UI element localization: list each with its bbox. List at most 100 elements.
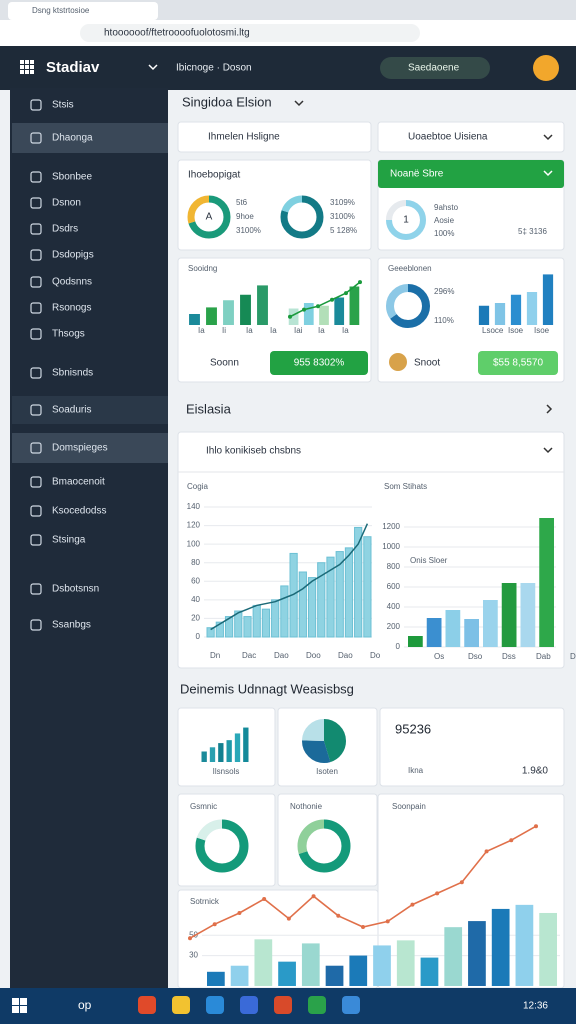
line-point (534, 824, 538, 829)
chart-subtitle: Onis Sloer (410, 556, 448, 565)
x-label: Do (370, 651, 381, 660)
bar (207, 971, 225, 986)
donut-segment (280, 195, 324, 239)
kpi-side: 1.9&0 (522, 766, 549, 777)
chevron (543, 134, 553, 141)
bar (218, 743, 224, 762)
logo: Stadiav (46, 59, 100, 76)
app-icon (240, 996, 258, 1014)
section-title: Singidoa Elsion (182, 94, 272, 109)
tab-title[interactable]: Dsng ktstrtosioe (32, 6, 90, 15)
item-icon (30, 249, 42, 261)
bar (349, 955, 368, 986)
bar (234, 610, 243, 638)
line-point (286, 916, 291, 921)
logo-cell (20, 65, 24, 69)
bar (288, 308, 299, 325)
bar (261, 608, 271, 638)
active-item (12, 433, 168, 463)
sidebar-item[interactable]: Dsdrs (52, 224, 78, 235)
bar (464, 619, 479, 647)
button-label[interactable]: $55 8,5570 (493, 358, 543, 369)
y-tick-label: 200 (387, 622, 401, 631)
line-point (311, 894, 316, 899)
item-icon (30, 505, 42, 517)
y-tick-label: 80 (191, 558, 200, 567)
bar (206, 627, 215, 638)
card-header (378, 160, 564, 188)
stat: 3100% (330, 212, 355, 221)
chart-title: Som Stihats (384, 482, 427, 491)
bar (335, 551, 344, 638)
bar (468, 921, 486, 986)
logo-cell (20, 70, 24, 74)
select[interactable]: Ihlo konikiseb chsbns (206, 446, 301, 457)
tile-title: Nothonie (290, 802, 323, 811)
bar (426, 618, 442, 647)
sidebar-item[interactable]: Ksocedodss (52, 506, 106, 517)
sidebar-item[interactable]: Dsnon (52, 198, 81, 209)
line-point (435, 891, 440, 896)
x-label: Isoe (534, 326, 550, 335)
line-point (358, 280, 362, 285)
sidebar-item[interactable]: Rsonogs (52, 303, 91, 314)
sidebar-item[interactable]: Dhaonga (52, 133, 93, 144)
x-label: Dao (274, 651, 289, 660)
y-tick-label: 100 (187, 539, 201, 548)
button (478, 351, 558, 375)
select[interactable]: Uoaebtoe Uisiena (408, 132, 488, 143)
card (379, 707, 565, 787)
bar (510, 294, 522, 325)
donut-segment (386, 284, 430, 328)
bar (363, 536, 372, 638)
bar (201, 751, 207, 762)
y-tick-label: 140 (187, 502, 201, 511)
sidebar-item[interactable]: Ssanbgs (52, 620, 91, 631)
search-input[interactable]: Ihmelen Hsligne (208, 132, 280, 143)
donut-segment (187, 195, 231, 239)
url[interactable]: htoooooof/ftetroooofuolotosmi.ltg (104, 28, 250, 39)
bar (408, 636, 423, 647)
bar (243, 727, 249, 762)
x-label: Ia (318, 326, 325, 335)
line (289, 281, 361, 318)
address-bar (80, 24, 420, 42)
bar (539, 518, 554, 647)
sidebar-item[interactable]: Sbonbee (52, 172, 92, 183)
item-icon (30, 132, 42, 144)
sidebar-item[interactable]: Soaduris (52, 405, 91, 416)
sidebar-item[interactable]: Stsis (52, 100, 74, 111)
stat: 110% (434, 316, 454, 325)
search[interactable]: op (78, 998, 92, 1012)
button-label[interactable]: 955 8302% (294, 358, 345, 369)
item-icon (30, 583, 42, 595)
card-title: Geeeblonen (388, 264, 432, 273)
menu[interactable]: Ibicnoge · Doson (176, 63, 252, 74)
sidebar-item[interactable]: Qodsnns (52, 277, 92, 288)
sidebar-item[interactable]: Bmaocenoit (52, 477, 105, 488)
y-tick-label: 400 (387, 602, 401, 611)
start-cell (20, 998, 27, 1005)
sidebar-item[interactable]: Stsinga (52, 535, 86, 546)
bar (373, 945, 391, 986)
item-icon (30, 197, 42, 209)
sidebar-item[interactable]: Dsdopigs (52, 250, 94, 261)
bar (189, 314, 200, 325)
y-tick-label: 60 (191, 576, 200, 585)
sidebar-item[interactable]: Sbnisnds (52, 368, 93, 379)
bar (278, 961, 296, 986)
sidebar-item[interactable]: Thsogs (52, 329, 85, 340)
kpi-value: 95236 (395, 721, 431, 736)
x-label: Dab (536, 652, 551, 661)
account[interactable]: Saedaoene (408, 63, 460, 74)
sidebar-item[interactable]: Domspieges (52, 443, 108, 454)
x-label: Dao (338, 651, 353, 660)
app-icon (274, 996, 292, 1014)
stat: 3109% (330, 198, 355, 207)
x-label: Ia (246, 326, 253, 335)
sidebar-item[interactable]: Dsbotsnsn (52, 584, 99, 595)
y-tick-label: 40 (191, 595, 200, 604)
chevron (294, 100, 304, 107)
bar (539, 912, 557, 986)
